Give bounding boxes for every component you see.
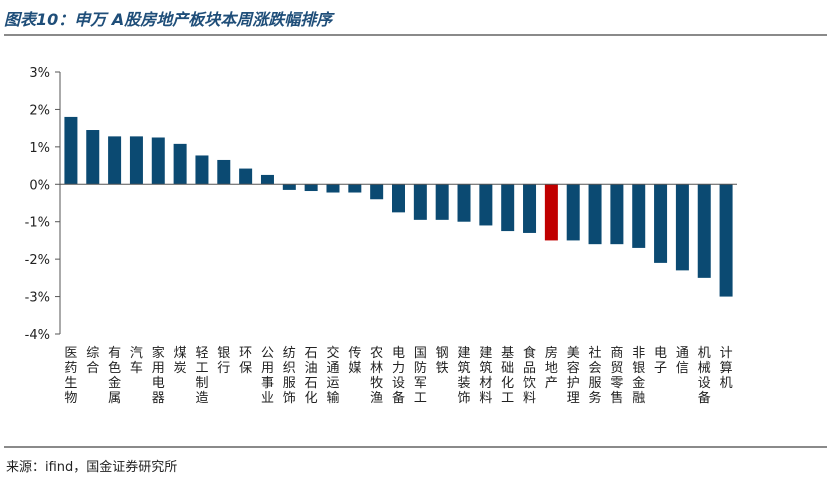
bar-28 xyxy=(675,184,689,271)
y-tick-label: -1% xyxy=(25,216,50,231)
category-label: 农林牧渔 xyxy=(370,346,383,406)
bottom-divider xyxy=(4,446,827,448)
category-label: 美容护理 xyxy=(567,346,580,406)
bar-7 xyxy=(217,159,231,185)
y-tick-label: -4% xyxy=(25,328,50,343)
category-label: 综合 xyxy=(86,346,99,376)
bar-3 xyxy=(129,136,143,185)
bar-23 xyxy=(566,184,580,241)
bar-4 xyxy=(151,137,165,185)
bar-25 xyxy=(610,184,624,245)
category-label: 医药生物 xyxy=(64,346,77,406)
bar-5 xyxy=(173,143,187,185)
bar-2 xyxy=(108,136,122,185)
category-label: 房地产 xyxy=(545,345,558,391)
bar-9 xyxy=(260,174,274,185)
category-label: 社会服务 xyxy=(589,345,602,406)
source-note: 来源：ifind，国金证券研究所 xyxy=(6,460,178,475)
top-divider xyxy=(4,34,827,36)
category-label: 交通运输 xyxy=(326,345,339,406)
bar-17 xyxy=(435,184,449,220)
category-label: 钢铁 xyxy=(436,346,449,376)
y-tick-label: -2% xyxy=(25,253,50,268)
x-axis: 医药生物综合有色金属汽车家用电器煤炭轻工制造银行环保公用事业纺织服饰石油石化交通… xyxy=(60,183,737,406)
y-tick-label: 1% xyxy=(29,141,50,156)
bar-24 xyxy=(588,184,602,245)
bar-20 xyxy=(501,184,515,232)
category-label: 传媒 xyxy=(348,346,361,376)
category-label: 电力设备 xyxy=(392,346,405,406)
category-label: 环保 xyxy=(239,346,252,376)
category-label: 轻工制造 xyxy=(195,346,208,406)
bar-19 xyxy=(479,184,493,226)
bar-1 xyxy=(86,130,100,185)
bar-26 xyxy=(632,184,646,248)
bar-29 xyxy=(697,184,711,278)
bar-30 xyxy=(719,184,733,297)
y-axis: 3% 2% 1% 0% -1% -2% -3% -4% xyxy=(25,66,61,343)
category-label: 纺织服饰 xyxy=(283,346,296,406)
bar-22 xyxy=(544,184,558,241)
bar-14 xyxy=(370,184,384,200)
y-tick-label: 0% xyxy=(29,178,50,193)
bar-15 xyxy=(392,184,405,213)
bar-18 xyxy=(457,184,471,222)
bar-12 xyxy=(326,184,340,193)
category-label: 建筑材料 xyxy=(479,346,492,406)
bar-11 xyxy=(304,184,318,192)
bar-10 xyxy=(282,184,296,190)
category-label: 汽车 xyxy=(130,346,143,376)
category-label: 银行 xyxy=(217,346,230,376)
bar-6 xyxy=(195,155,209,185)
category-label: 公用事业 xyxy=(261,346,274,406)
category-label: 国防军工 xyxy=(414,346,427,406)
chart-title: 图表10：申万 A股房地产板块本周涨跌幅排序 xyxy=(4,10,333,29)
bar-21 xyxy=(523,184,537,233)
category-label: 电子 xyxy=(654,346,667,376)
category-label: 非银金融 xyxy=(632,346,645,406)
category-label: 计算机 xyxy=(720,346,733,391)
category-label: 基础化工 xyxy=(501,346,514,406)
category-label: 商贸零售 xyxy=(610,346,623,406)
bar-8 xyxy=(239,168,253,185)
bar-16 xyxy=(413,184,427,220)
category-label: 煤炭 xyxy=(174,346,187,376)
category-label: 建筑装饰 xyxy=(458,346,471,406)
category-label: 有色金属 xyxy=(108,346,121,406)
category-label: 家用电器 xyxy=(152,345,165,406)
y-tick-label: 2% xyxy=(29,103,50,118)
bar-0 xyxy=(64,116,78,185)
bar-13 xyxy=(348,184,362,193)
y-tick-label: -3% xyxy=(25,291,50,306)
category-label: 食品饮料 xyxy=(523,345,536,406)
y-tick-label: 3% xyxy=(29,66,50,81)
category-label: 机械设备 xyxy=(698,346,711,406)
category-label: 通信 xyxy=(676,346,689,376)
category-label: 石油石化 xyxy=(305,346,318,406)
bar-27 xyxy=(654,184,668,263)
bars xyxy=(64,116,733,297)
